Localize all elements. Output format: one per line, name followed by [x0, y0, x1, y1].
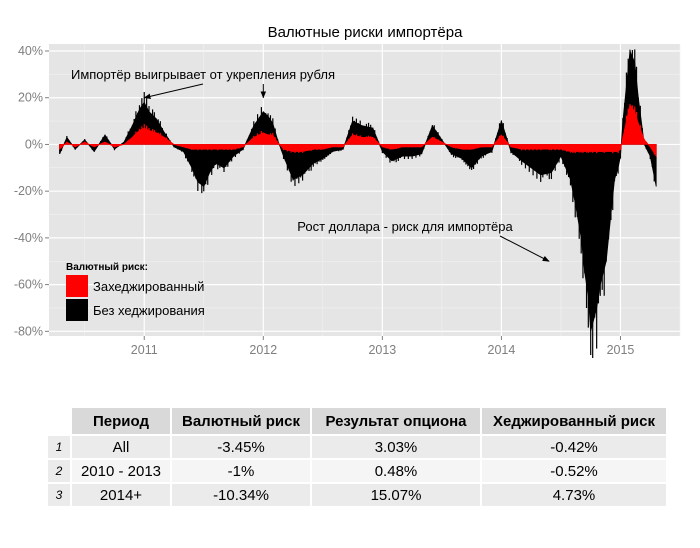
annotation-arrow [143, 83, 204, 100]
results-table: Период Валютный риск Результат опциона Х… [46, 406, 668, 508]
cell-period: 2010 - 2013 [70, 458, 172, 484]
series-layer [59, 49, 657, 358]
legend-label: Захеджированный [93, 279, 204, 294]
cell-option-result: 3.03% [310, 434, 482, 460]
table-row: 3 2014+ -10.34% 15.07% 4.73% [46, 482, 668, 508]
annotation-dollar-growth: Рост доллара - риск для импортёра [297, 219, 513, 234]
x-tick-label: 2015 [607, 343, 635, 357]
cell-option-result: 0.48% [310, 458, 482, 484]
y-axis: 40% 20% 0% -20% -40% -60% -80% [14, 44, 49, 338]
y-tick-label: -20% [14, 184, 43, 198]
x-tick-label: 2014 [488, 343, 516, 357]
y-tick-label: -40% [14, 231, 43, 245]
cell-currency-risk: -1% [170, 458, 312, 484]
cell-currency-risk: -3.45% [170, 434, 312, 460]
cell-period: All [70, 434, 172, 460]
header-currency-risk: Валютный риск [170, 406, 312, 436]
y-tick-label: 0% [25, 137, 43, 151]
y-tick-label: -80% [14, 324, 43, 338]
legend-title: Валютный риск: [66, 262, 148, 273]
row-number-header [46, 406, 72, 436]
annotation-arrow [499, 235, 550, 262]
annotations: Импортёр выигрывает от укрепления рубля Р… [71, 67, 550, 262]
x-tick-label: 2012 [249, 343, 277, 357]
legend: Валютный риск: Захеджированный Без хеджиро… [66, 262, 205, 321]
header-period: Период [70, 406, 172, 436]
cell-hedged-risk: 4.73% [480, 482, 668, 508]
annotation-ruble-strengthening: Импортёр выигрывает от укрепления рубля [71, 67, 335, 82]
row-number: 2 [46, 458, 72, 484]
y-tick-label: -60% [14, 278, 43, 292]
table-row: 2 2010 - 2013 -1% 0.48% -0.52% [46, 458, 668, 484]
header-option-result: Результат опциона [310, 406, 482, 436]
legend-swatch [66, 299, 88, 321]
header-hedged-risk: Хеджированный риск [480, 406, 668, 436]
row-number: 3 [46, 482, 72, 508]
cell-currency-risk: -10.34% [170, 482, 312, 508]
cell-option-result: 15.07% [310, 482, 482, 508]
x-tick-label: 2013 [368, 343, 396, 357]
currency-risk-chart: Валютные риски импортёра 40% 20% 0% -20% -40… [14, 24, 681, 358]
chart-title: Валютные риски импортёра [268, 24, 464, 41]
y-tick-label: 20% [18, 91, 43, 105]
table-row: 1 All -3.45% 3.03% -0.42% [46, 434, 668, 460]
cell-hedged-risk: -0.42% [480, 434, 668, 460]
table-header-row: Период Валютный риск Результат опциона Х… [46, 406, 668, 436]
x-tick-label: 2011 [131, 343, 158, 357]
cell-hedged-risk: -0.52% [480, 458, 668, 484]
y-tick-label: 40% [18, 44, 43, 58]
x-axis: 2011 2012 2013 2014 2015 [131, 336, 635, 357]
cell-period: 2014+ [70, 482, 172, 508]
legend-label: Без хеджирования [93, 303, 205, 318]
row-number: 1 [46, 434, 72, 460]
legend-swatch [66, 275, 88, 297]
